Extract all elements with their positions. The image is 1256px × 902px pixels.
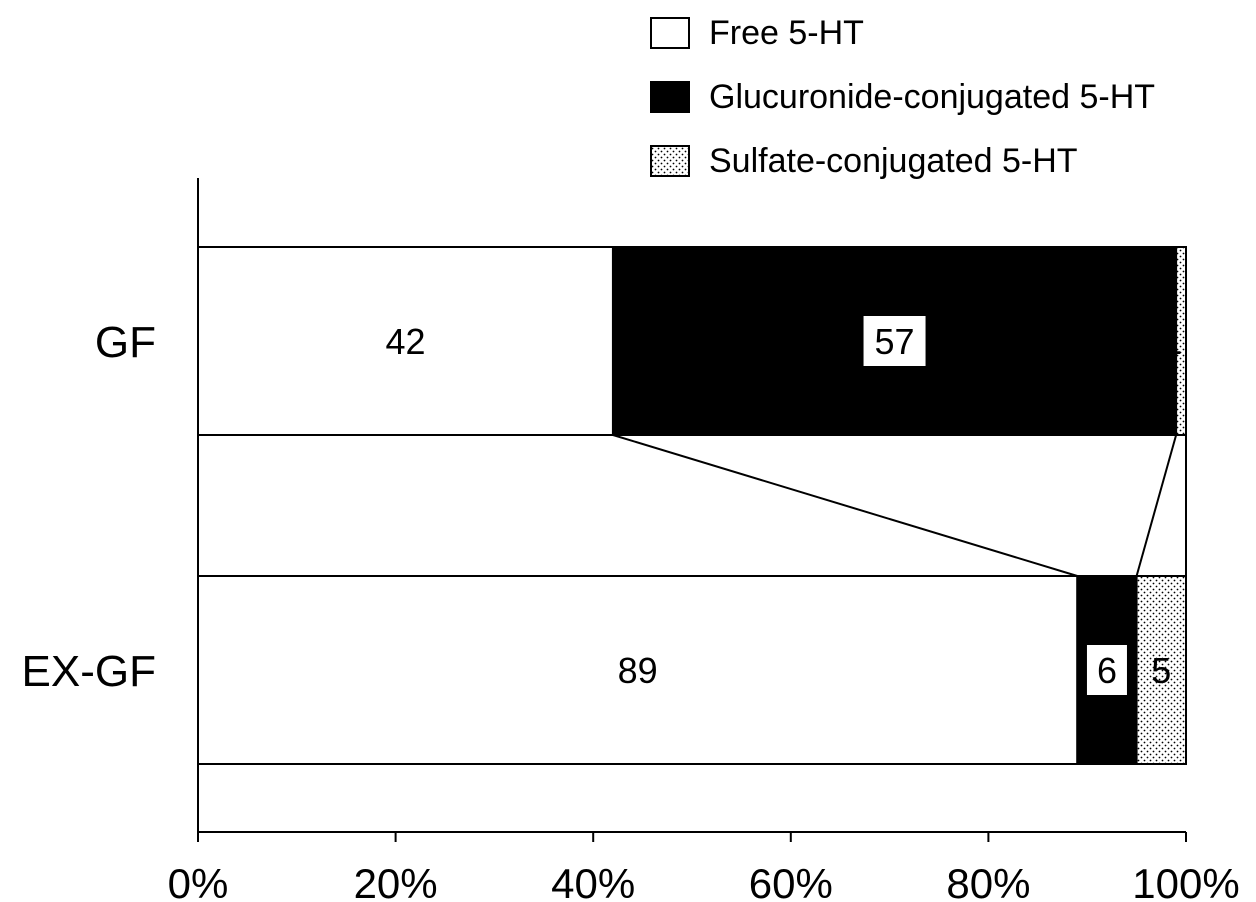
legend-swatch (650, 81, 690, 113)
category-label: EX-GF (22, 647, 156, 696)
data-label: 1 (1162, 321, 1182, 362)
x-tick-label: 40% (551, 860, 635, 902)
x-tick-label: 80% (946, 860, 1030, 902)
axes: GF EX-GF 0% 20% 40% 60% 80% 100% (22, 178, 1240, 902)
x-tick-label: 100% (1132, 860, 1239, 902)
legend-swatch (650, 17, 690, 49)
data-label: 5 (1151, 650, 1171, 691)
x-tick-label: 20% (354, 860, 438, 902)
data-label: 57 (875, 321, 915, 362)
x-tick-label: 60% (749, 860, 833, 902)
bar-segment-ex-gf-1 (197, 575, 1079, 765)
legend: Free 5-HT Glucuronide-conjugated 5-HT Sulf… (650, 14, 1155, 180)
category-label: GF (95, 318, 156, 367)
data-label-box (1086, 645, 1127, 695)
connector-line (1135, 434, 1178, 577)
data-label-box (863, 316, 926, 366)
data-label: 89 (618, 650, 658, 691)
bar-segment-ex-gf-3 (1135, 575, 1187, 765)
bars: 42 57 1 89 6 5 (197, 246, 1187, 765)
bar-segment-gf-3 (1175, 246, 1187, 436)
data-label: 6 (1097, 650, 1117, 691)
connector-line (612, 434, 1078, 577)
legend-label: Glucuronide-conjugated 5-HT (709, 78, 1155, 116)
legend-label: Sulfate-conjugated 5-HT (709, 142, 1078, 180)
legend-swatch (650, 145, 690, 177)
bar-segment-gf-1 (197, 246, 614, 436)
x-tick-label: 0% (168, 860, 229, 902)
data-label: 42 (385, 321, 425, 362)
legend-label: Free 5-HT (709, 14, 864, 52)
